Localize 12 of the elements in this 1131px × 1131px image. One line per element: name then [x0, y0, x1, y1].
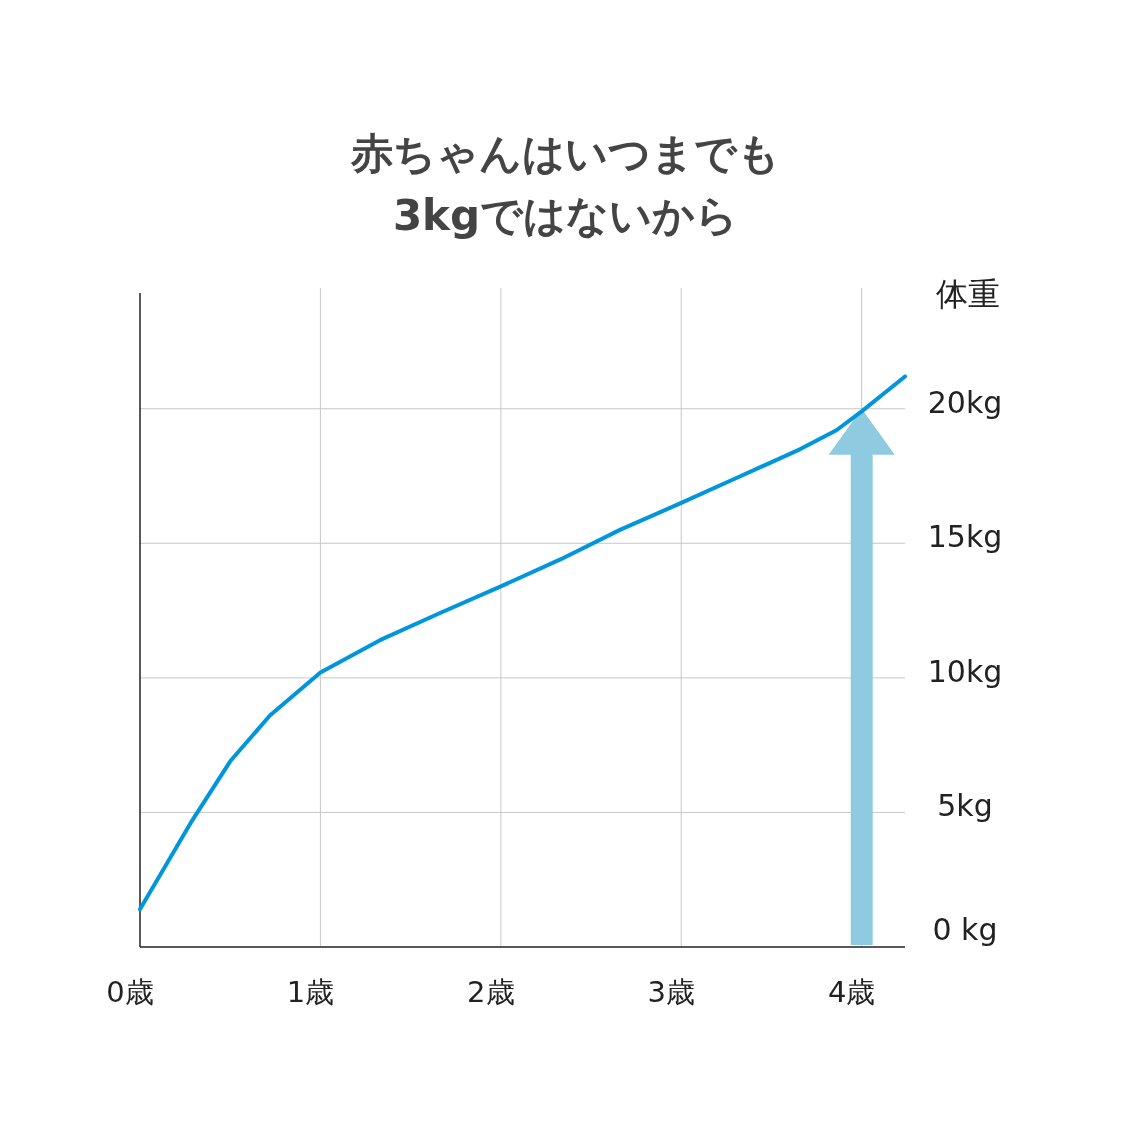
y-tick-label: 5kg — [937, 788, 993, 824]
x-tick-label: 1歳 — [286, 975, 335, 1009]
y-tick-label: 20kg — [927, 384, 1003, 420]
x-tick-label: 4歳 — [827, 975, 876, 1009]
y-tick-label: 15kg — [927, 519, 1003, 555]
x-tick-label: 0歳 — [106, 975, 154, 1009]
x-tick-label: 2歳 — [467, 975, 515, 1009]
y-tick-label: 0 kg — [932, 912, 998, 947]
y-tick-label: 10kg — [927, 653, 1003, 689]
y-axis-title: 体重 — [936, 275, 1000, 313]
x-tick-label: 3歳 — [647, 975, 695, 1009]
chart-title: 赤ちゃんはいつまでも 3kgではないから — [350, 129, 780, 240]
